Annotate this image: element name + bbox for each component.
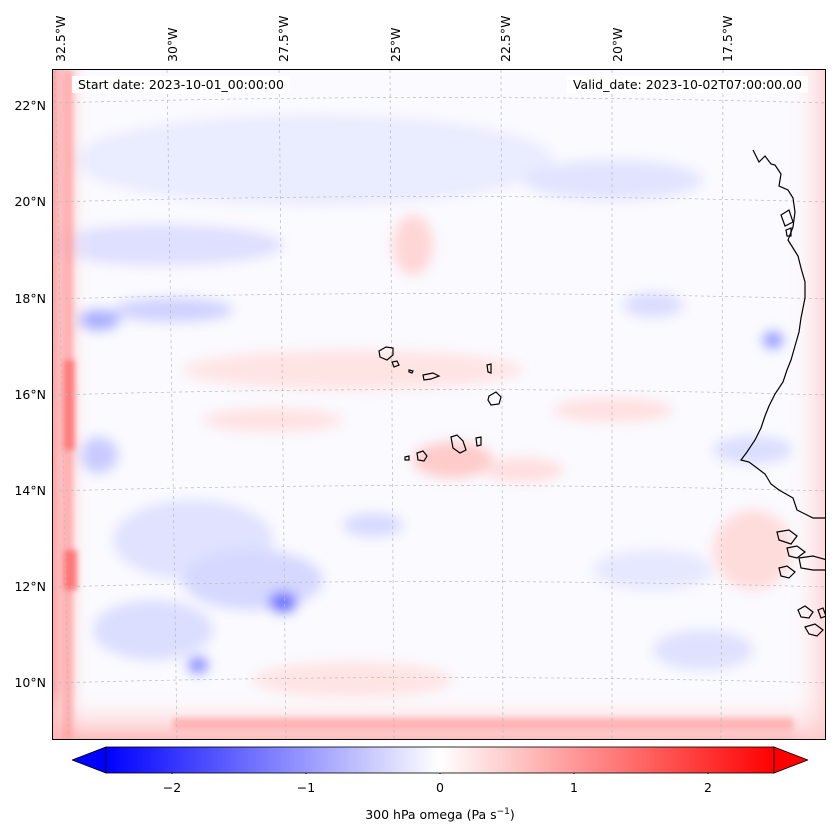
colorbar bbox=[72, 746, 808, 774]
lon-label-17.5w: 17.5°W bbox=[720, 15, 735, 62]
colorbar-extend-min bbox=[72, 746, 107, 774]
colorbar-label-end: ) bbox=[509, 807, 515, 823]
colorbar-ticks bbox=[171, 773, 709, 774]
colorbar-tick-2: 2 bbox=[704, 780, 712, 795]
negative-omega-areas bbox=[53, 115, 793, 673]
lat-label-18n: 18°N bbox=[14, 291, 46, 306]
lat-label-20n: 20°N bbox=[14, 194, 46, 209]
lat-label-12n: 12°N bbox=[14, 579, 46, 594]
african-coastline bbox=[739, 149, 825, 637]
boundary-bottom bbox=[53, 690, 825, 739]
graticule bbox=[53, 70, 825, 739]
colorbar-tick-0: 0 bbox=[436, 780, 444, 795]
colorbar-tick-1: 1 bbox=[570, 780, 578, 795]
colorbar-label-exponent: −1 bbox=[496, 807, 510, 817]
lon-label-22.5w: 22.5°W bbox=[498, 15, 513, 62]
map-panel[interactable] bbox=[52, 69, 826, 740]
lon-label-27.5w: 27.5°W bbox=[276, 15, 291, 62]
colorbar-body bbox=[105, 746, 775, 774]
lon-label-25w: 25°W bbox=[388, 27, 403, 62]
valid-date-label: Valid_date: 2023-10-02T07:00:00.00 bbox=[566, 76, 808, 93]
lat-label-16n: 16°N bbox=[14, 387, 46, 402]
colorbar-tick-minus2: −2 bbox=[162, 780, 182, 795]
colorbar-label: 300 hPa omega (Pa s−1) bbox=[0, 807, 837, 822]
colorbar-label-main: 300 hPa omega (Pa s bbox=[365, 807, 497, 823]
lat-label-14n: 14°N bbox=[14, 483, 46, 498]
cape-verde-islands bbox=[378, 346, 502, 462]
start-date-label: Start date: 2023-10-01_00:00:00 bbox=[72, 76, 290, 93]
lat-label-22n: 22°N bbox=[14, 98, 46, 113]
colorbar-extend-max bbox=[773, 746, 808, 774]
positive-omega-areas bbox=[183, 215, 793, 698]
boundary-right bbox=[787, 70, 825, 739]
omega-field-map bbox=[53, 70, 825, 739]
boundary-strips bbox=[63, 70, 793, 739]
lon-label-30w: 30°W bbox=[165, 27, 180, 62]
colorbar-tick-minus1: −1 bbox=[296, 780, 316, 795]
lat-label-10n: 10°N bbox=[14, 675, 46, 690]
lon-label-20w: 20°W bbox=[610, 27, 625, 62]
lon-label-32.5w: 32.5°W bbox=[53, 15, 68, 62]
